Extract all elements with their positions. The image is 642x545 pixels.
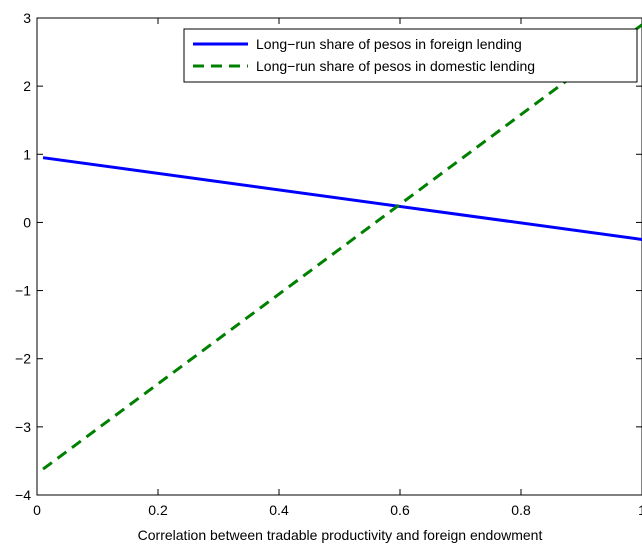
y-tick-label: −2 xyxy=(15,351,31,367)
y-tick-labels: −4 −3 −2 −1 0 1 2 3 xyxy=(15,10,31,503)
y-tick-label: 3 xyxy=(23,10,31,26)
x-tick-label: 0.6 xyxy=(390,502,410,518)
x-tick-label: 0.4 xyxy=(269,502,289,518)
x-tick-label: 0.8 xyxy=(511,502,531,518)
y-tick-label: −4 xyxy=(15,487,31,503)
legend-label-domestic-lending: Long−run share of pesos in domestic lend… xyxy=(256,58,535,74)
legend-label-foreign-lending: Long−run share of pesos in foreign lendi… xyxy=(256,36,522,52)
legend-box xyxy=(183,28,638,83)
x-tick-label: 0 xyxy=(33,502,41,518)
axis-ticks xyxy=(36,17,642,496)
x-tick-label: 0.2 xyxy=(148,502,168,518)
x-axis-label: Correlation between tradable productivit… xyxy=(138,527,543,543)
series-lines xyxy=(42,23,642,471)
legend: Long−run share of pesos in foreign lendi… xyxy=(183,28,638,83)
series-line-domestic-lending xyxy=(42,23,642,471)
y-tick-label: 2 xyxy=(23,78,31,94)
y-tick-label: 0 xyxy=(23,214,31,230)
x-tick-label: 1 xyxy=(638,502,642,518)
y-tick-label: −3 xyxy=(15,419,31,435)
plot-area xyxy=(36,17,642,496)
x-tick-labels: 0 0.2 0.4 0.6 0.8 1 xyxy=(33,502,642,518)
y-tick-label: 1 xyxy=(23,146,31,162)
series-line-foreign-lending xyxy=(42,156,642,241)
y-tick-label: −1 xyxy=(15,283,31,299)
